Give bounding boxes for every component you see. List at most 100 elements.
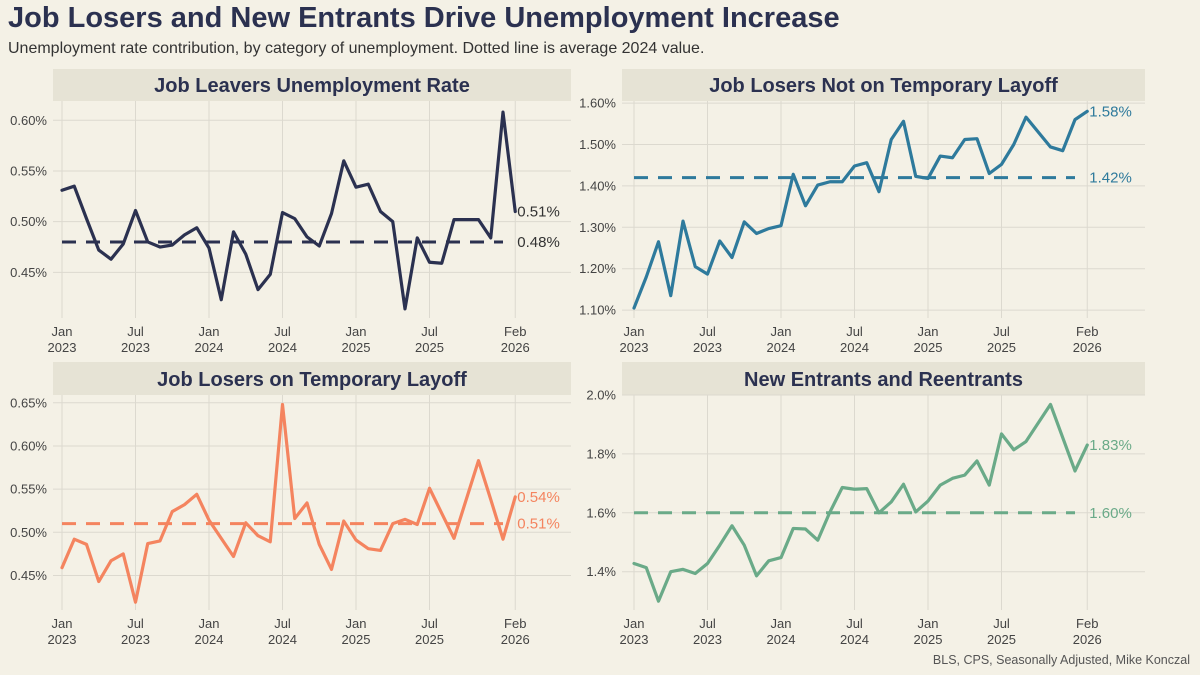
x-tick-label: Jan xyxy=(771,324,792,339)
y-tick-label: 0.65% xyxy=(10,395,47,410)
x-tick-label: 2026 xyxy=(1073,632,1102,647)
x-tick-label: 2023 xyxy=(620,340,649,355)
y-tick-label: 0.50% xyxy=(10,214,47,229)
last-value-label: 0.54% xyxy=(517,489,560,506)
series-line xyxy=(632,109,1089,310)
x-tick-label: Jul xyxy=(699,324,716,339)
x-tick-label: 2025 xyxy=(342,340,371,355)
y-tick-label: 1.30% xyxy=(579,220,616,235)
series-line xyxy=(60,402,517,604)
x-tick-label: 2026 xyxy=(501,632,530,647)
average-value-label: 1.60% xyxy=(1089,505,1132,522)
average-value-label: 0.51% xyxy=(517,516,560,533)
x-tick-label: 2025 xyxy=(415,340,444,355)
x-tick-label: 2023 xyxy=(121,340,150,355)
x-tick-label: Feb xyxy=(1076,324,1098,339)
y-tick-label: 0.55% xyxy=(10,482,47,497)
x-tick-label: Jul xyxy=(993,616,1010,631)
y-tick-label: 1.20% xyxy=(579,261,616,276)
x-tick-label: Jan xyxy=(199,324,220,339)
x-tick-label: 2024 xyxy=(268,340,297,355)
y-tick-label: 1.10% xyxy=(579,303,616,318)
x-tick-label: 2025 xyxy=(342,632,371,647)
last-value-label: 1.58% xyxy=(1089,103,1132,120)
x-tick-label: 2023 xyxy=(48,632,77,647)
x-tick-label: Feb xyxy=(504,616,526,631)
x-tick-label: Jul xyxy=(421,616,438,631)
chart-title: Job Losers and New Entrants Drive Unempl… xyxy=(8,2,840,34)
x-tick-label: 2023 xyxy=(693,340,722,355)
x-tick-label: 2024 xyxy=(767,632,796,647)
y-tick-label: 1.50% xyxy=(579,137,616,152)
panel-strip xyxy=(53,362,571,395)
y-tick-label: 0.45% xyxy=(10,568,47,583)
x-tick-label: 2026 xyxy=(1073,340,1102,355)
panel-title: Job Leavers Unemployment Rate xyxy=(154,75,470,97)
x-tick-label: 2026 xyxy=(501,340,530,355)
x-tick-label: Jan xyxy=(624,324,645,339)
x-tick-label: Jan xyxy=(346,616,367,631)
y-tick-label: 1.8% xyxy=(586,446,616,461)
panel-4: New Entrants and Reentrants 1.4% 1.6% 1.8% 2… xyxy=(586,362,1145,647)
x-tick-label: Jan xyxy=(346,324,367,339)
source-note: BLS, CPS, Seasonally Adjusted, Mike Konc… xyxy=(932,653,1190,667)
x-tick-label: 2025 xyxy=(914,632,943,647)
x-tick-label: Jan xyxy=(52,616,73,631)
x-tick-label: 2024 xyxy=(767,340,796,355)
x-tick-label: 2023 xyxy=(620,632,649,647)
panel-strip xyxy=(53,69,571,101)
x-tick-label: 2023 xyxy=(693,632,722,647)
y-tick-label: 1.60% xyxy=(579,96,616,111)
panel-strip xyxy=(622,69,1145,101)
y-tick-label: 0.45% xyxy=(10,265,47,280)
y-tick-label: 2.0% xyxy=(586,388,616,403)
x-tick-label: Jul xyxy=(846,616,863,631)
x-tick-label: 2023 xyxy=(48,340,77,355)
x-tick-label: 2024 xyxy=(195,340,224,355)
y-tick-label: 1.6% xyxy=(586,505,616,520)
x-tick-label: Jan xyxy=(771,616,792,631)
panel-3: Job Losers on Temporary Layoff 0.45% 0.50%… xyxy=(10,362,571,647)
y-tick-label: 1.4% xyxy=(586,564,616,579)
x-tick-label: 2025 xyxy=(415,632,444,647)
panel-title: New Entrants and Reentrants xyxy=(744,369,1023,391)
panel-strip xyxy=(622,362,1145,395)
x-tick-label: Jul xyxy=(127,616,144,631)
x-tick-label: 2024 xyxy=(195,632,224,647)
x-tick-label: 2023 xyxy=(121,632,150,647)
panel-title: Job Losers Not on Temporary Layoff xyxy=(709,75,1058,97)
x-tick-label: Jul xyxy=(274,324,291,339)
x-tick-label: 2024 xyxy=(268,632,297,647)
x-tick-label: Jul xyxy=(274,616,291,631)
y-tick-label: 1.40% xyxy=(579,178,616,193)
panel-2: Job Losers Not on Temporary Layoff 1.10% 1… xyxy=(579,69,1145,355)
last-value-label: 0.51% xyxy=(517,204,560,221)
panel-1: Job Leavers Unemployment Rate 0.45% 0.50% 0… xyxy=(10,69,571,355)
panel-title: Job Losers on Temporary Layoff xyxy=(157,369,467,391)
y-tick-label: 0.60% xyxy=(10,113,47,128)
x-tick-label: Jul xyxy=(127,324,144,339)
average-value-label: 1.42% xyxy=(1089,170,1132,187)
x-tick-label: Jan xyxy=(624,616,645,631)
x-tick-label: Jul xyxy=(421,324,438,339)
x-tick-label: Jan xyxy=(52,324,73,339)
x-tick-label: Jul xyxy=(846,324,863,339)
x-tick-label: Jul xyxy=(699,616,716,631)
series-line xyxy=(60,110,517,311)
y-tick-label: 0.60% xyxy=(10,438,47,453)
x-tick-label: Jul xyxy=(993,324,1010,339)
last-value-label: 1.83% xyxy=(1089,437,1132,454)
x-tick-label: 2025 xyxy=(987,632,1016,647)
x-tick-label: 2025 xyxy=(914,340,943,355)
x-tick-label: 2024 xyxy=(840,340,869,355)
x-tick-label: Feb xyxy=(504,324,526,339)
x-tick-label: 2025 xyxy=(987,340,1016,355)
x-tick-label: Jan xyxy=(918,324,939,339)
x-tick-label: Jan xyxy=(918,616,939,631)
y-tick-label: 0.50% xyxy=(10,525,47,540)
x-tick-label: Feb xyxy=(1076,616,1098,631)
y-tick-label: 0.55% xyxy=(10,163,47,178)
x-tick-label: 2024 xyxy=(840,632,869,647)
chart-subtitle: Unemployment rate contribution, by categ… xyxy=(8,40,705,57)
